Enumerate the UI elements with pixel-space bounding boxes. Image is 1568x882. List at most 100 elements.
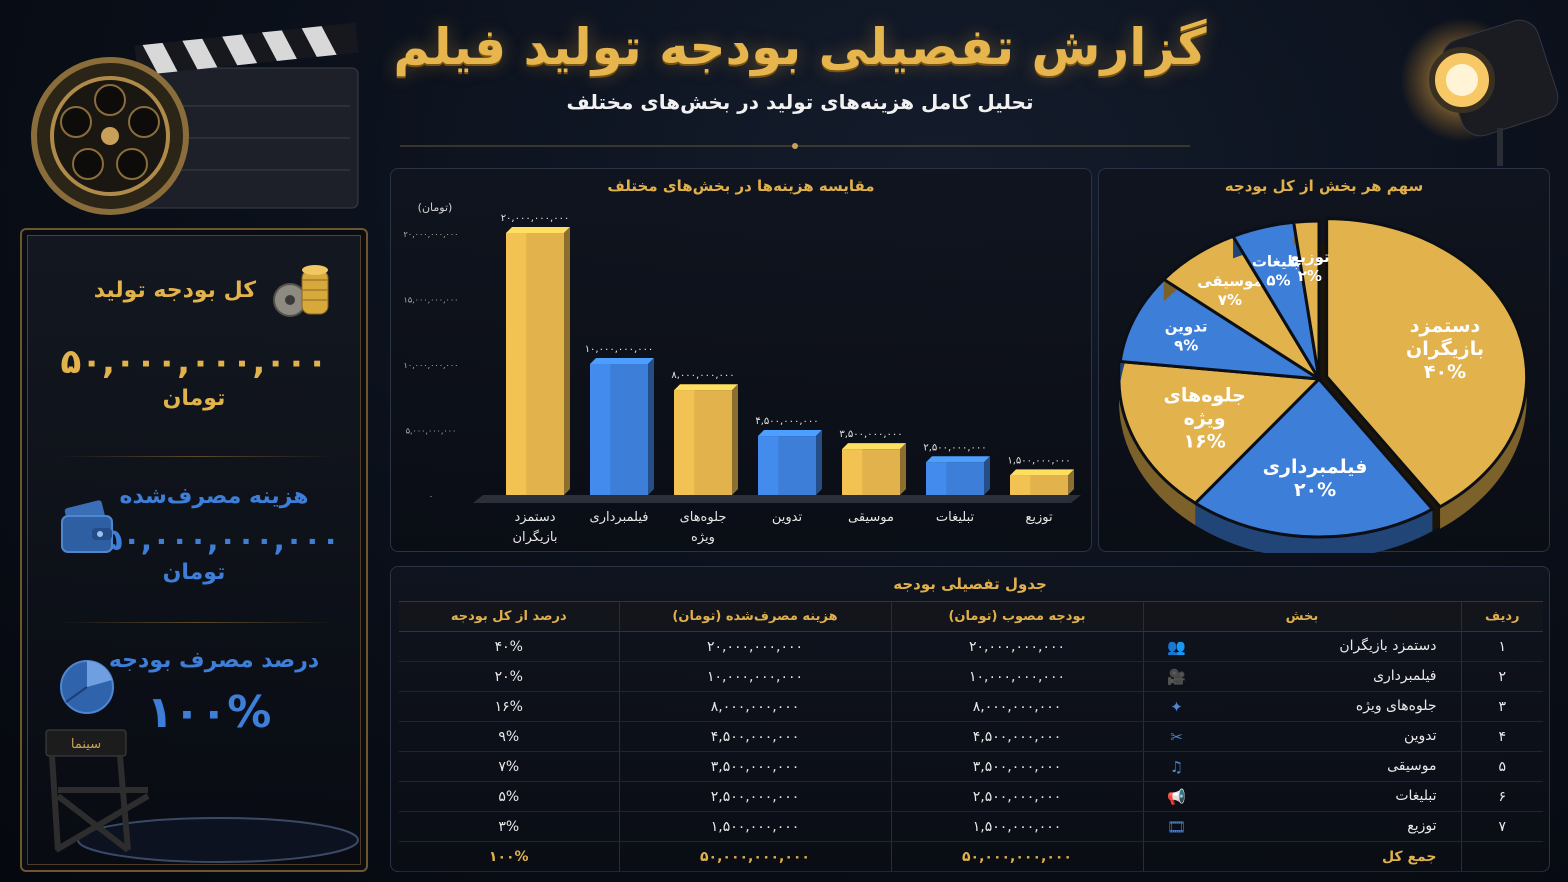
film-box-icon: 🎞 — [1166, 817, 1187, 836]
bar-side — [732, 384, 738, 495]
page-subtitle: تحلیل کامل هزینه‌های تولید در بخش‌های مخ… — [566, 90, 1034, 114]
total-idx — [1461, 841, 1543, 872]
row-pct: ۲۰% — [399, 661, 620, 692]
music-note-icon: ♫ — [1169, 757, 1184, 776]
chart-floor — [473, 495, 1081, 503]
row-idx: ۳ — [1461, 691, 1543, 722]
row-approved: ۲۰,۰۰۰,۰۰۰,۰۰۰ — [891, 631, 1144, 662]
row-pct: ۷% — [399, 751, 620, 782]
bar-value-label: ۸,۰۰۰,۰۰۰,۰۰۰ — [671, 370, 734, 381]
page-header: گزارش تفصیلی بودجه تولید فیلم تحلیل کامل… — [390, 18, 1210, 114]
row-section: جلوه‌های ویژه ✦ — [1143, 691, 1462, 722]
bar-value-label: ۳,۵۰۰,۰۰۰,۰۰۰ — [839, 429, 902, 440]
bar-highlight — [1010, 475, 1031, 495]
bar-top — [926, 456, 990, 463]
bar-top — [758, 430, 822, 437]
total-spent: ۵۰,۰۰۰,۰۰۰,۰۰۰ — [619, 841, 892, 872]
row-idx: ۲ — [1461, 661, 1543, 692]
row-approved: ۸,۰۰۰,۰۰۰,۰۰۰ — [891, 691, 1144, 722]
row-section-label: فیلمبرداری — [1373, 667, 1437, 684]
usage-card: درصد مصرف بودجه ۱۰۰% — [22, 648, 366, 738]
row-idx: ۵ — [1461, 751, 1543, 782]
bar-side — [564, 227, 570, 495]
row-section-label: تبلیغات — [1395, 787, 1437, 804]
x-tick-label: ویژه — [691, 530, 715, 545]
x-tick-label: جلوه‌های — [680, 510, 727, 525]
pie-slice-top — [1325, 217, 1529, 509]
bar-highlight — [926, 462, 947, 495]
bar — [842, 443, 906, 495]
spent-card: هزینه مصرف‌شده ۵۰,۰۰۰,۰۰۰,۰۰۰ تومان — [22, 484, 366, 585]
total-budget-label: کل بودجه تولید — [93, 278, 256, 303]
bar-side — [1068, 469, 1074, 495]
row-idx: ۴ — [1461, 721, 1543, 752]
spent-label: هزینه مصرف‌شده — [119, 484, 309, 509]
row-spent: ۳,۵۰۰,۰۰۰,۰۰۰ — [619, 751, 892, 782]
pie-slice-label: ویژه — [1184, 407, 1226, 429]
bar-highlight — [506, 233, 527, 495]
x-tick-label: موسیقی — [848, 510, 894, 525]
row-section: فیلمبرداری 🎥 — [1143, 661, 1462, 692]
x-tick-label: فیلمبرداری — [590, 510, 649, 525]
row-spent: ۲,۵۰۰,۰۰۰,۰۰۰ — [619, 781, 892, 812]
row-approved: ۱,۵۰۰,۰۰۰,۰۰۰ — [891, 811, 1144, 842]
row-idx: ۷ — [1461, 811, 1543, 842]
header-divider — [400, 143, 1190, 149]
usage-label: درصد مصرف بودجه — [108, 648, 320, 673]
row-spent: ۱,۵۰۰,۰۰۰,۰۰۰ — [619, 811, 892, 842]
table-row: ۱ دستمزد بازیگران 👥 ۲۰,۰۰۰,۰۰۰,۰۰۰ ۲۰,۰۰۰,۰۰… — [399, 631, 1543, 662]
table-row: ۲ فیلمبرداری 🎥 ۱۰,۰۰۰,۰۰۰,۰۰۰ ۱۰,۰۰۰,۰۰۰,۰۰۰… — [399, 661, 1543, 692]
y-tick-label: ۱۵,۰۰۰,۰۰۰,۰۰۰ — [404, 296, 459, 305]
pie-slice-label: تدوین — [1165, 318, 1208, 336]
people-icon: 👥 — [1167, 637, 1186, 656]
row-spent: ۴,۵۰۰,۰۰۰,۰۰۰ — [619, 721, 892, 752]
bar — [758, 430, 822, 495]
pie-chart-title: سهم هر بخش از کل بودجه — [1224, 177, 1424, 195]
pie-slice-label: جلوه‌های — [1163, 384, 1245, 406]
pie-slice-top — [1117, 359, 1323, 506]
bar-side — [900, 443, 906, 495]
y-tick-label: ۲۰,۰۰۰,۰۰۰,۰۰۰ — [404, 230, 459, 239]
total-budget-card: کل بودجه تولید ۵۰,۰۰۰,۰۰۰,۰۰۰ تومان — [22, 265, 366, 411]
pie-slice-value: ۵% — [1266, 271, 1290, 289]
x-tick-label: بازیگران — [513, 529, 558, 545]
total-budget-value: ۵۰,۰۰۰,۰۰۰,۰۰۰ — [60, 342, 328, 382]
stats-panel: کل بودجه تولید ۵۰,۰۰۰,۰۰۰,۰۰۰ تومان هزین… — [20, 228, 368, 872]
pie-chart-icon — [60, 660, 114, 714]
header-approved: بودجه مصوب (تومان) — [891, 601, 1144, 632]
megaphone-icon: 📢 — [1167, 787, 1186, 806]
row-approved: ۲,۵۰۰,۰۰۰,۰۰۰ — [891, 781, 1144, 812]
y-tick-label: ۵,۰۰۰,۰۰۰,۰۰۰ — [406, 427, 457, 436]
pie-slice-side — [1195, 503, 1433, 553]
clapperboard-film-reel-icon — [31, 22, 359, 215]
row-pct: ۳% — [399, 811, 620, 842]
pie-slice-label: تبلیغات — [1252, 252, 1305, 270]
row-section-label: موسیقی — [1387, 757, 1437, 774]
director-chair-icon: سینما — [45, 729, 359, 863]
row-section: دستمزد بازیگران 👥 — [1143, 631, 1462, 662]
table-row: ۶ تبلیغات 📢 ۲,۵۰۰,۰۰۰,۰۰۰ ۲,۵۰۰,۰۰۰,۰۰۰ ۵% — [399, 781, 1543, 812]
bar-top — [1010, 469, 1074, 476]
table-row: ۳ جلوه‌های ویژه ✦ ۸,۰۰۰,۰۰۰,۰۰۰ ۸,۰۰۰,۰۰۰,۰۰… — [399, 691, 1543, 722]
header-idx: ردیف — [1461, 601, 1543, 632]
bar-top — [842, 443, 906, 450]
page-title: گزارش تفصیلی بودجه تولید فیلم — [393, 18, 1207, 76]
stats-divider — [58, 622, 336, 623]
stats-divider — [58, 456, 336, 457]
bar — [590, 358, 654, 495]
x-tick-label: تبلیغات — [936, 510, 975, 525]
camera-icon: 🎥 — [1167, 667, 1186, 686]
bar-chart: (تومان) ۰ ۵,۰۰۰,۰۰۰,۰۰۰ ۱۰,۰۰۰,۰۰۰,۰۰۰ ۱۵,۰۰… — [404, 201, 1081, 545]
bar-side — [648, 358, 654, 495]
scissors-icon: ✂ — [1170, 727, 1183, 746]
bar-value-label: ۴,۵۰۰,۰۰۰,۰۰۰ — [755, 416, 818, 427]
bar-value-label: ۱۰,۰۰۰,۰۰۰,۰۰۰ — [585, 344, 654, 355]
pie-slice-value: ۱۶% — [1184, 430, 1226, 452]
row-section-label: تدوین — [1403, 727, 1437, 744]
bar-value-label: ۲۰,۰۰۰,۰۰۰,۰۰۰ — [501, 213, 570, 224]
bar-side — [816, 430, 822, 495]
spent-unit: تومان — [162, 560, 226, 585]
